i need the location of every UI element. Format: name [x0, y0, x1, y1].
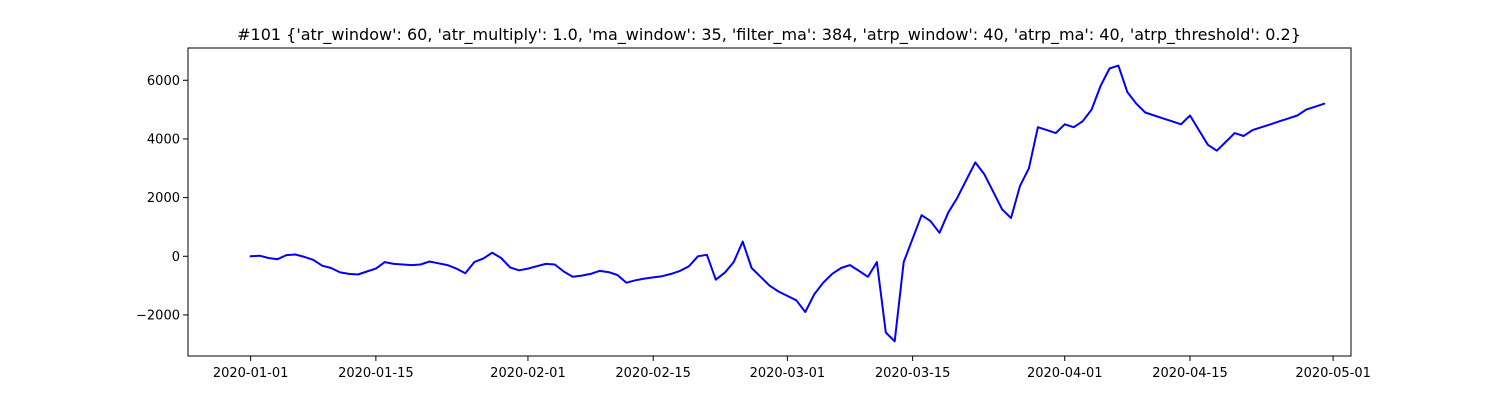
x-tick-label: 2020-01-01: [213, 366, 289, 381]
chart-title: #101 {'atr_window': 60, 'atr_multiply': …: [237, 25, 1301, 45]
x-axis-ticks: 2020-01-01 2020-01-15 2020-02-01 2020-02-15…: [213, 356, 1371, 381]
axes-frame: [187, 47, 1352, 357]
y-tick-label: 4000: [147, 132, 180, 147]
x-tick-label: 2020-05-01: [1295, 366, 1371, 381]
series-line-0: [249, 64, 1326, 343]
y-tick-label: 6000: [147, 74, 180, 89]
y-tick-label: 0: [172, 250, 180, 265]
y-tick-label: −2000: [136, 308, 180, 323]
x-tick-label: 2020-04-15: [1152, 366, 1228, 381]
x-tick-label: 2020-01-15: [338, 366, 414, 381]
y-tick-label: 2000: [147, 191, 180, 206]
y-axis-ticks: −2000 0 2000 4000 6000: [136, 74, 188, 323]
x-tick-label: 2020-02-01: [490, 366, 566, 381]
x-tick-label: 2020-03-15: [875, 366, 951, 381]
x-tick-label: 2020-02-15: [615, 366, 691, 381]
x-tick-label: 2020-04-01: [1027, 366, 1103, 381]
x-tick-label: 2020-03-01: [750, 366, 826, 381]
series-group: [249, 64, 1326, 343]
